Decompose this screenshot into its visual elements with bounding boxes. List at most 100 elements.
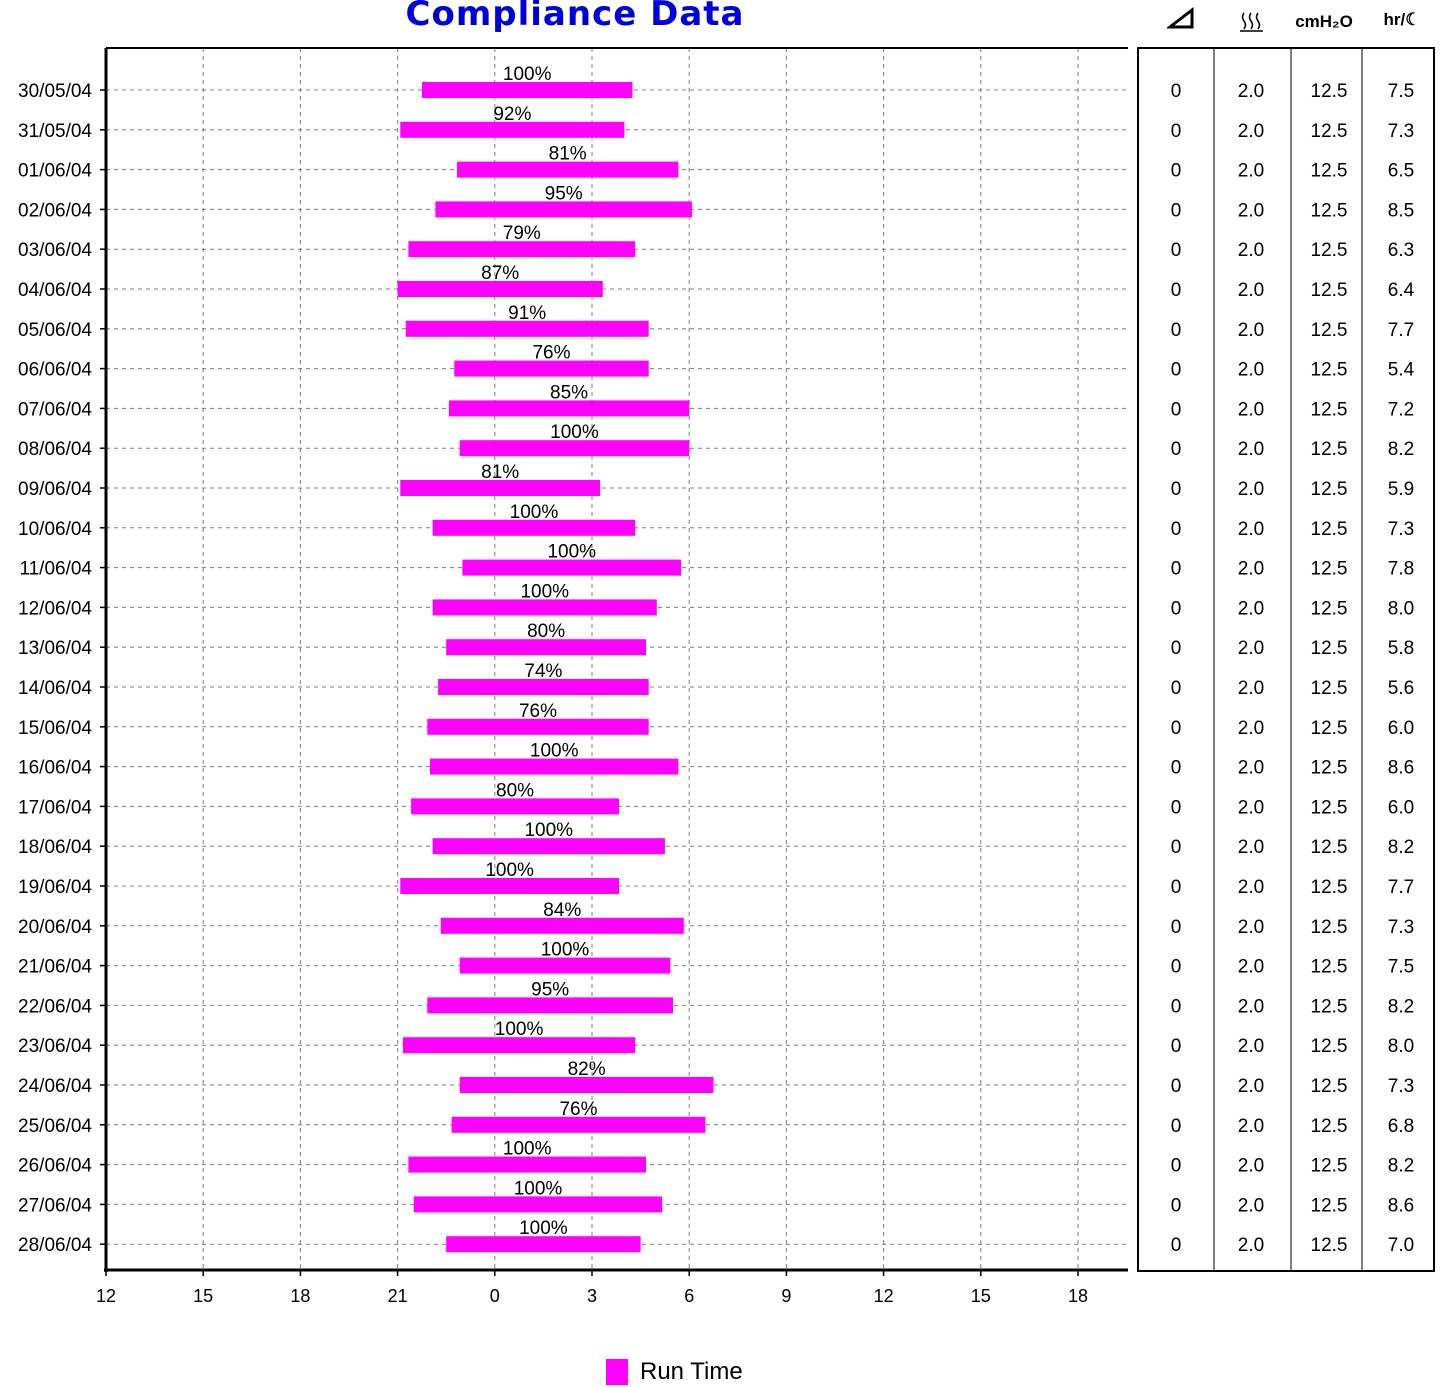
table-cell: 2.0 <box>1238 797 1264 818</box>
table-cell: 7.5 <box>1388 957 1414 978</box>
table-cell: 2.0 <box>1238 559 1264 580</box>
table-cell: 12.5 <box>1311 1156 1348 1177</box>
chart-title: Compliance Data <box>405 0 745 34</box>
date-label: 01/06/04 <box>18 161 92 182</box>
table-cell: 12.5 <box>1311 1235 1348 1256</box>
run-time-bar <box>459 1077 714 1093</box>
table-cell: 0 <box>1171 877 1182 898</box>
table-cell: 0 <box>1171 837 1182 858</box>
table-cell: 6.0 <box>1388 718 1414 739</box>
table-cell: 0 <box>1171 479 1182 500</box>
compliance-percent-label: 74% <box>524 661 562 682</box>
x-tick-label: 0 <box>490 1286 500 1306</box>
run-time-bar <box>408 1156 646 1173</box>
run-time-bar <box>435 201 692 218</box>
run-time-bar <box>446 639 646 656</box>
table-cell: 0 <box>1171 718 1182 739</box>
legend-label: Run Time <box>640 1358 743 1385</box>
table-cell: 2.0 <box>1238 81 1264 102</box>
compliance-percent-label: 79% <box>503 223 541 244</box>
compliance-percent-label: 100% <box>503 64 552 85</box>
table-cell: 0 <box>1171 996 1182 1017</box>
table-cell: 2.0 <box>1238 996 1264 1017</box>
legend-swatch <box>606 1359 628 1385</box>
table-cell: 6.3 <box>1388 240 1414 261</box>
table-cell: 0 <box>1171 1235 1182 1256</box>
x-tick-label: 3 <box>587 1286 597 1306</box>
compliance-percent-label: 100% <box>530 741 579 762</box>
table-cell: 12.5 <box>1311 559 1348 580</box>
table-cell: 12.5 <box>1311 1195 1348 1216</box>
date-label: 18/06/04 <box>18 837 92 858</box>
pressure-unit-text: cmH₂O <box>1295 12 1353 31</box>
run-time-bar <box>400 878 619 894</box>
table-cell: 8.2 <box>1388 1156 1414 1177</box>
compliance-percent-label: 100% <box>524 820 573 841</box>
table-cell: 2.0 <box>1238 1195 1264 1216</box>
compliance-percent-label: 76% <box>532 343 570 364</box>
table-cell: 2.0 <box>1238 837 1264 858</box>
table-cell: 7.8 <box>1388 559 1414 580</box>
compliance-percent-label: 81% <box>549 144 587 165</box>
date-label: 26/06/04 <box>18 1156 92 1177</box>
run-time-bar <box>459 440 690 457</box>
date-label: 08/06/04 <box>18 439 92 460</box>
table-cell: 6.0 <box>1388 797 1414 818</box>
table-cell: 7.3 <box>1388 917 1414 938</box>
table-cell: 2.0 <box>1238 638 1264 659</box>
run-time-bar <box>459 957 671 974</box>
date-label: 24/06/04 <box>18 1076 92 1097</box>
table-cell: 12.5 <box>1311 1116 1348 1137</box>
table-cell: 0 <box>1171 1195 1182 1216</box>
table-cell: 2.0 <box>1238 240 1264 261</box>
date-label: 20/06/04 <box>18 917 92 938</box>
run-time-bar <box>446 1236 641 1253</box>
table-cell: 0 <box>1171 399 1182 420</box>
compliance-percent-label: 100% <box>503 1139 552 1160</box>
table-cell: 12.5 <box>1311 161 1348 182</box>
table-cell: 0 <box>1171 519 1182 540</box>
table-cell: 2.0 <box>1238 877 1264 898</box>
compliance-percent-label: 95% <box>545 183 583 204</box>
date-label: 30/05/04 <box>18 81 92 102</box>
table-cell: 7.7 <box>1388 877 1414 898</box>
run-time-bar <box>440 917 684 934</box>
compliance-percent-label: 80% <box>527 621 565 642</box>
table-cell: 0 <box>1171 917 1182 938</box>
date-label: 28/06/04 <box>18 1235 92 1256</box>
run-time-bar <box>457 161 679 178</box>
table-cell: 0 <box>1171 1116 1182 1137</box>
table-cell: 6.5 <box>1388 161 1414 182</box>
table-cell: 8.6 <box>1388 1195 1414 1216</box>
table-cell: 0 <box>1171 678 1182 699</box>
settings-table: 0 2.0 12.5 7.5 0 2.0 12.5 7.3 0 2.0 12.5 6.5 0 2.0 12.… <box>1137 47 1435 1272</box>
table-cell: 2.0 <box>1238 957 1264 978</box>
table-cell: 0 <box>1171 758 1182 779</box>
table-cell: 5.9 <box>1388 479 1414 500</box>
table-cell: 12.5 <box>1311 81 1348 102</box>
x-tick-label: 15 <box>193 1286 213 1306</box>
table-cell: 2.0 <box>1238 360 1264 381</box>
table-cell: 12.5 <box>1311 399 1348 420</box>
table-cell: 12.5 <box>1311 598 1348 619</box>
run-time-bar <box>397 281 603 297</box>
table-cell: 5.4 <box>1388 360 1415 381</box>
compliance-percent-label: 91% <box>508 303 546 324</box>
table-cell: 12.5 <box>1311 1076 1348 1097</box>
table-cell: 7.7 <box>1388 320 1414 341</box>
table-cell: 2.0 <box>1238 439 1264 460</box>
date-label: 09/06/04 <box>18 479 92 500</box>
table-cell: 2.0 <box>1238 1116 1264 1137</box>
table-cell: 2.0 <box>1238 678 1264 699</box>
run-time-bar <box>438 679 649 695</box>
table-cell: 12.5 <box>1311 917 1348 938</box>
table-cell: 2.0 <box>1238 1036 1264 1057</box>
date-label: 12/06/04 <box>18 598 92 619</box>
table-cell: 12.5 <box>1311 439 1348 460</box>
table-cell: 2.0 <box>1238 161 1264 182</box>
table-cell: 2.0 <box>1238 718 1264 739</box>
run-time-bar <box>454 360 649 377</box>
table-cell: 8.2 <box>1388 837 1414 858</box>
table-cell: 0 <box>1171 280 1182 301</box>
compliance-percent-label: 100% <box>547 542 596 563</box>
